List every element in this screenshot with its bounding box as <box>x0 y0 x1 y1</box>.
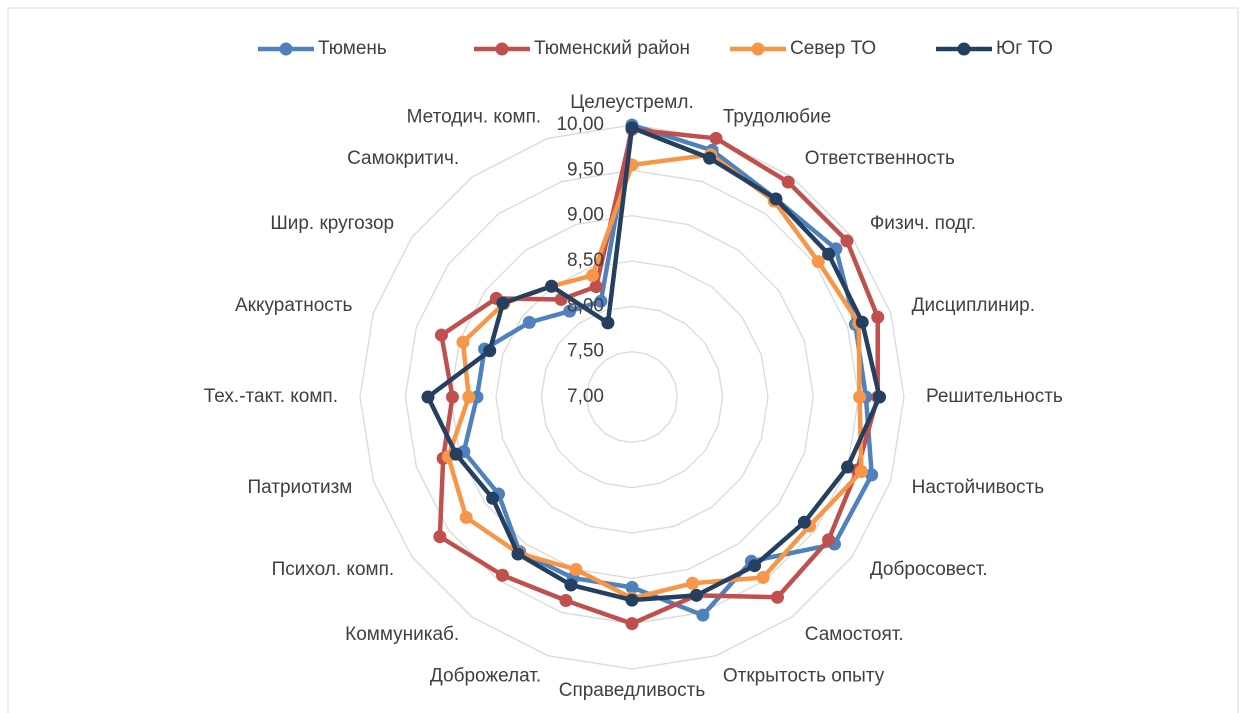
legend-label: Тюмень <box>318 38 387 59</box>
series-marker <box>853 390 867 404</box>
series-marker <box>496 296 510 310</box>
series-marker <box>854 465 868 479</box>
y-tick-label: 8,00 <box>567 295 604 316</box>
series-marker <box>689 588 703 602</box>
series-marker <box>770 590 784 604</box>
grid-ring <box>540 305 724 489</box>
category-label: Шир. кругозор <box>270 213 394 234</box>
category-label: Коммуникаб. <box>345 624 459 645</box>
series-marker <box>601 316 615 330</box>
category-label: Трудолюбие <box>723 106 831 127</box>
legend-label: Север ТО <box>790 38 876 59</box>
series-marker <box>462 390 476 404</box>
series-marker <box>589 280 603 294</box>
series-marker <box>797 515 811 529</box>
series-marker <box>569 562 583 576</box>
series-marker <box>545 279 559 293</box>
series-marker <box>840 234 854 248</box>
series-marker <box>511 547 525 561</box>
series-marker <box>811 255 825 269</box>
category-label: Психол. комп. <box>272 559 395 580</box>
category-label: Аккуратность <box>235 295 352 316</box>
legend-label: Юг ТО <box>996 38 1053 59</box>
category-label: Настойчивость <box>912 477 1045 498</box>
category-label: Решительность <box>926 386 1063 407</box>
series-marker <box>434 328 448 342</box>
category-label: Открытость опыту <box>723 666 885 687</box>
category-label: Дисциплинир. <box>912 295 1035 316</box>
chart-frame <box>7 7 1239 713</box>
category-label: Физич. подг. <box>870 213 976 234</box>
series-marker <box>781 175 795 189</box>
grid-ring <box>586 351 678 443</box>
category-label: Самокритич. <box>347 148 459 169</box>
series-marker <box>456 335 470 349</box>
legend-label: Тюменский район <box>534 38 690 59</box>
legend-marker <box>279 42 293 56</box>
series-marker <box>769 192 783 206</box>
grid-ring <box>359 124 905 670</box>
series-marker <box>871 310 885 324</box>
category-label: Ответственность <box>805 148 955 169</box>
series-marker <box>625 593 639 607</box>
legend-marker <box>495 42 509 56</box>
series-marker <box>459 510 473 524</box>
y-tick-label: 9,50 <box>567 159 604 180</box>
series-marker <box>564 578 578 592</box>
series-marker <box>445 390 459 404</box>
legend-marker <box>751 42 765 56</box>
category-label: Справедливость <box>559 680 706 701</box>
series-marker <box>563 304 577 318</box>
series-marker <box>594 294 608 308</box>
series-marker <box>822 533 836 547</box>
series-marker <box>696 608 710 622</box>
y-tick-label: 7,50 <box>567 341 604 362</box>
series-marker <box>822 247 836 261</box>
series-marker <box>625 617 639 631</box>
y-tick-label: 8,50 <box>567 250 604 271</box>
series-marker <box>748 559 762 573</box>
category-label: Доброжелат. <box>430 666 541 687</box>
series-marker <box>486 491 500 505</box>
series-marker <box>703 151 717 165</box>
series-marker <box>483 344 497 358</box>
series-marker <box>522 315 536 329</box>
series-marker <box>559 594 573 608</box>
series-marker <box>873 390 887 404</box>
y-tick-label: 10,00 <box>556 114 604 135</box>
category-label: Целеустремл. <box>570 92 693 113</box>
category-label: Самостоят. <box>805 624 904 645</box>
series-marker <box>686 576 700 590</box>
series-marker <box>585 268 599 282</box>
series-marker <box>449 447 463 461</box>
series-marker <box>841 460 855 474</box>
series-marker <box>495 568 509 582</box>
series-marker <box>709 131 723 145</box>
series-marker <box>756 570 770 584</box>
y-tick-label: 9,00 <box>567 205 604 226</box>
series-marker <box>625 121 639 135</box>
series-marker <box>865 468 879 482</box>
category-label: Патриотизм <box>247 477 352 498</box>
series-marker <box>421 390 435 404</box>
category-label: Методич. комп. <box>407 106 542 127</box>
grid-ring <box>450 215 814 579</box>
y-tick-label: 7,00 <box>567 386 604 407</box>
series-marker <box>855 315 869 329</box>
legend-marker <box>957 42 971 56</box>
category-label: Добросовест. <box>870 559 988 580</box>
series-marker <box>433 530 447 544</box>
category-label: Тех.-такт. комп. <box>204 386 338 407</box>
series-marker <box>625 580 639 594</box>
